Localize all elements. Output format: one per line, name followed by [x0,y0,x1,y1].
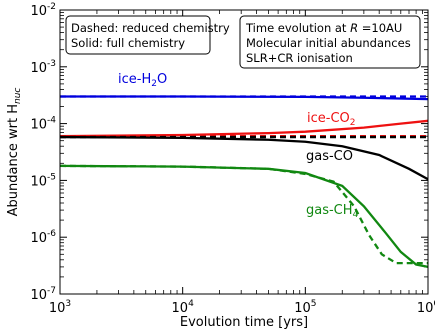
y-axis-label-sub: nuc [13,88,23,104]
x-tick-label: 106 [417,299,435,316]
y-tick-label: 10-2 [30,2,56,19]
y-tick-label: 10-4 [30,116,56,133]
info-line-1-var: R [350,21,358,35]
series-line-solid-gas-CH4 [59,164,429,269]
series-layer [59,95,429,269]
x-tick-label: 103 [49,299,71,316]
legend-line-dashed: Dashed: reduced chemistry [71,21,230,35]
tick-labels: 103 104 105 106 10-7 10-6 10-5 10-4 10-3 10-2 [30,2,435,316]
info-box-frame [239,15,421,69]
y-axis-label-main: Abundance wrt H [6,104,21,216]
info-line-3: SLR+CR ionisation [246,51,353,65]
plot-frame [59,9,429,295]
info-line-1-prefix: Time evolution at [245,21,350,35]
series-labels: ice-H2O ice-CO2 gas-CO gas-CH4 [118,72,359,220]
y-tick-label: 10-3 [30,59,56,76]
y-tick-label: 10-7 [30,286,56,303]
series-label-ice-H2O: ice-H2O [118,72,167,89]
info-line-1: Time evolution at R =10AU [245,21,402,35]
info-line-2: Molecular initial abundances [246,36,411,50]
legend-box: Dashed: reduced chemistry Solid: full ch… [65,15,230,55]
y-tick-label: 10-5 [30,172,56,189]
series-line-solid-ice-CO2 [59,119,429,138]
info-line-1-suffix: =10AU [358,21,402,35]
y-tick-label: 10-6 [30,229,56,246]
series-line-solid-gas-CO [59,135,429,181]
info-box: Time evolution at R =10AU Molecular init… [239,15,421,69]
series-label-gas-CO: gas-CO [306,149,353,164]
series-label-ice-CO2: ice-CO2 [307,111,356,128]
series-label-gas-CH4: gas-CH4 [306,203,359,220]
series-line-solid-ice-H2O [60,95,429,101]
x-tick-label: 105 [294,299,316,316]
x-axis-label: Evolution time [yrs] [180,315,308,330]
y-axis-label: Abundance wrt Hnuc [6,88,23,217]
legend-box-frame [65,15,211,55]
x-tick-label: 104 [172,299,195,316]
legend-line-solid: Solid: full chemistry [71,36,185,50]
